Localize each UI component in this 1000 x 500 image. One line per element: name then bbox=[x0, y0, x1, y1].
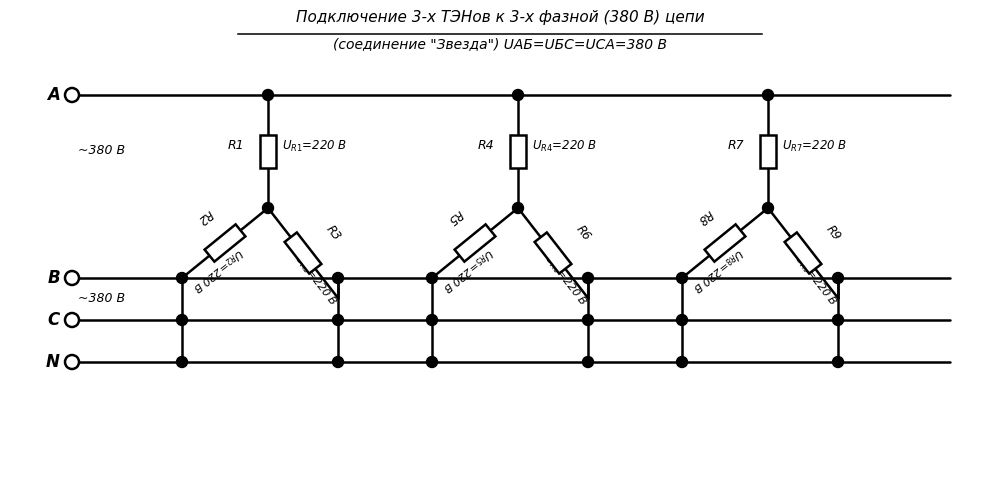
Polygon shape bbox=[785, 232, 821, 274]
Circle shape bbox=[676, 356, 688, 368]
Text: $U_{R4}$=220 В: $U_{R4}$=220 В bbox=[532, 139, 597, 154]
Circle shape bbox=[426, 356, 438, 368]
Bar bbox=[510, 135, 526, 168]
Text: $U_{R3}$=220 В: $U_{R3}$=220 В bbox=[291, 252, 339, 308]
Text: B: B bbox=[47, 269, 60, 287]
Text: Подключение 3-х ТЭНов к 3-х фазной (380 В) цепи: Подключение 3-х ТЭНов к 3-х фазной (380 … bbox=[296, 10, 704, 25]
Circle shape bbox=[582, 356, 594, 368]
Circle shape bbox=[426, 272, 438, 283]
Circle shape bbox=[512, 202, 524, 213]
Text: R2: R2 bbox=[195, 207, 215, 227]
Circle shape bbox=[833, 356, 844, 368]
Circle shape bbox=[582, 272, 594, 283]
Circle shape bbox=[332, 356, 344, 368]
Circle shape bbox=[512, 90, 524, 101]
Text: R8: R8 bbox=[695, 207, 715, 227]
Circle shape bbox=[676, 314, 688, 326]
Text: ~380 В: ~380 В bbox=[78, 144, 125, 156]
Text: N: N bbox=[46, 353, 60, 371]
Text: (соединение "Звезда") UАБ=UБС=UСА=380 В: (соединение "Звезда") UАБ=UБС=UСА=380 В bbox=[333, 37, 667, 51]
Circle shape bbox=[65, 271, 79, 285]
Circle shape bbox=[176, 356, 188, 368]
Circle shape bbox=[65, 355, 79, 369]
Text: $U_{R2}$=220 В: $U_{R2}$=220 В bbox=[189, 245, 245, 295]
Text: R1: R1 bbox=[227, 139, 244, 152]
Text: $U_{R9}$=220 В: $U_{R9}$=220 В bbox=[791, 252, 839, 308]
Polygon shape bbox=[205, 224, 245, 262]
Text: ~380 В: ~380 В bbox=[78, 292, 125, 306]
Circle shape bbox=[763, 202, 774, 213]
Text: $U_{R6}$=220 В: $U_{R6}$=220 В bbox=[541, 252, 589, 308]
Circle shape bbox=[65, 88, 79, 102]
Text: R4: R4 bbox=[477, 139, 494, 152]
Text: $U_{R8}$=220 В: $U_{R8}$=220 В bbox=[689, 245, 745, 295]
Text: $U_{R7}$=220 В: $U_{R7}$=220 В bbox=[782, 139, 847, 154]
Text: C: C bbox=[48, 311, 60, 329]
Circle shape bbox=[262, 202, 274, 213]
Bar bbox=[760, 135, 776, 168]
Bar bbox=[260, 135, 276, 168]
Circle shape bbox=[332, 272, 344, 283]
Circle shape bbox=[426, 314, 438, 326]
Text: R9: R9 bbox=[823, 223, 843, 243]
Text: A: A bbox=[47, 86, 60, 104]
Polygon shape bbox=[455, 224, 495, 262]
Text: R5: R5 bbox=[445, 207, 465, 227]
Polygon shape bbox=[535, 232, 571, 274]
Circle shape bbox=[582, 314, 594, 326]
Circle shape bbox=[176, 272, 188, 283]
Circle shape bbox=[676, 272, 688, 283]
Text: R7: R7 bbox=[727, 139, 744, 152]
Text: $U_{R5}$=220 В: $U_{R5}$=220 В bbox=[439, 245, 495, 295]
Circle shape bbox=[65, 313, 79, 327]
Text: R6: R6 bbox=[573, 223, 593, 243]
Circle shape bbox=[833, 314, 844, 326]
Circle shape bbox=[262, 90, 274, 101]
Circle shape bbox=[763, 90, 774, 101]
Circle shape bbox=[332, 314, 344, 326]
Text: R3: R3 bbox=[323, 223, 343, 243]
Polygon shape bbox=[285, 232, 321, 274]
Polygon shape bbox=[705, 224, 745, 262]
Text: $U_{R1}$=220 В: $U_{R1}$=220 В bbox=[282, 139, 347, 154]
Circle shape bbox=[176, 314, 188, 326]
Circle shape bbox=[833, 272, 844, 283]
